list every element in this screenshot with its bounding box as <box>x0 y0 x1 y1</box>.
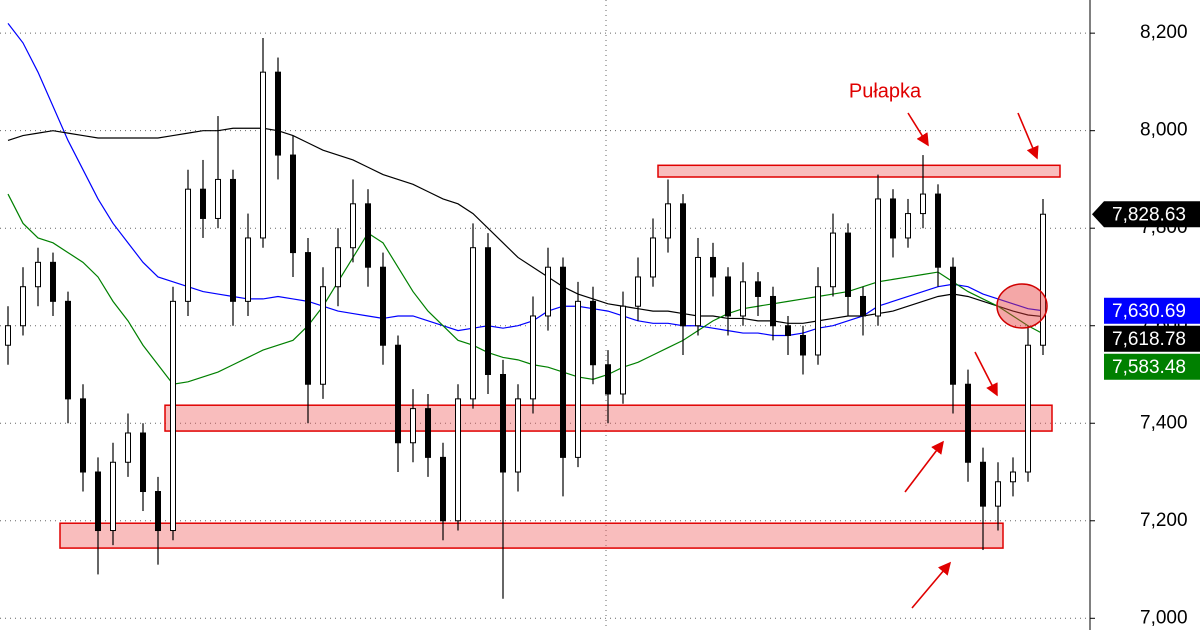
candle-body <box>155 491 161 532</box>
candle-body <box>95 471 101 532</box>
candle-body <box>740 281 746 317</box>
candle-body <box>575 300 581 458</box>
value-box <box>1092 201 1200 228</box>
candle-body <box>365 203 371 268</box>
candle-body <box>230 178 236 302</box>
zone <box>657 164 1061 178</box>
y-tick-label: 7,000 <box>1140 607 1188 628</box>
candle-body <box>590 300 596 366</box>
candle-body <box>260 71 266 239</box>
candle-body <box>860 295 866 317</box>
candle-body <box>665 203 671 239</box>
candle-body <box>950 266 956 385</box>
candle-body <box>380 266 386 346</box>
value-box <box>1104 353 1200 380</box>
candle-body <box>770 295 776 327</box>
candle-body <box>245 237 251 302</box>
arrow <box>907 112 929 147</box>
candle-body <box>710 256 716 278</box>
candle-body <box>890 198 896 239</box>
candle-body <box>185 188 191 302</box>
y-tick-label: 8,200 <box>1140 22 1188 43</box>
candle-body <box>305 252 311 385</box>
candle-body <box>320 286 326 385</box>
candle-body <box>65 300 71 400</box>
candle-body <box>455 398 461 522</box>
arrow <box>974 351 998 397</box>
moving-average <box>7 127 1044 324</box>
candle-body <box>815 286 821 356</box>
candle-body <box>140 432 146 493</box>
candle-body <box>215 178 221 219</box>
candle-body <box>395 344 401 444</box>
y-tick-label: 7,400 <box>1140 412 1188 433</box>
candle-body <box>695 256 701 327</box>
candle-body <box>980 461 986 507</box>
candle-body <box>680 203 686 327</box>
candle-body <box>50 261 56 302</box>
candle-body <box>755 281 761 297</box>
candle-body <box>635 276 641 307</box>
candle-body <box>905 213 911 239</box>
moving-average <box>7 193 1044 385</box>
value-box <box>1104 325 1200 352</box>
candle-body <box>1025 344 1031 473</box>
candle-body <box>170 300 176 532</box>
candle-body <box>35 261 41 288</box>
candle-body <box>410 408 416 444</box>
annotation: Pułapka <box>849 80 922 102</box>
value-label: 7,630.69 <box>1112 301 1186 322</box>
candle-body <box>560 266 566 458</box>
candle-body <box>1010 471 1016 483</box>
candle-body <box>440 456 446 522</box>
candle-body <box>995 481 1001 507</box>
candle-body <box>935 193 941 268</box>
candle-body <box>335 247 341 288</box>
arrows <box>904 112 1039 609</box>
candle-body <box>920 193 926 215</box>
value-label: 7,583.48 <box>1112 357 1186 378</box>
candle-body <box>650 237 656 278</box>
value-label: 7,828.63 <box>1112 204 1186 225</box>
candle-body <box>485 247 491 375</box>
arrow <box>1017 112 1039 160</box>
candle-body <box>275 71 281 156</box>
candle-body <box>110 461 116 532</box>
zone <box>59 522 1004 549</box>
candle-body <box>800 334 806 356</box>
candle-body <box>350 203 356 249</box>
candle-body <box>530 315 536 400</box>
candle-body <box>500 373 506 473</box>
candle-body <box>425 408 431 458</box>
candle-body <box>620 305 626 395</box>
candle-body <box>80 398 86 473</box>
candle-body <box>5 325 11 346</box>
value-box <box>1104 297 1200 324</box>
arrow <box>911 561 952 609</box>
candle-body <box>725 276 731 317</box>
moving-average <box>7 23 1044 337</box>
candle-body <box>830 232 836 288</box>
arrow <box>904 440 944 493</box>
candle-body <box>515 398 521 473</box>
candle-body <box>1040 213 1046 346</box>
y-tick-label: 8,000 <box>1140 120 1188 141</box>
candle-body <box>785 325 791 336</box>
candle-body <box>290 154 296 254</box>
y-tick-label: 7,200 <box>1140 510 1188 531</box>
value-label: 7,618.78 <box>1112 329 1186 350</box>
candle-body <box>545 266 551 317</box>
highlight-circle <box>996 283 1048 329</box>
candle-body <box>200 188 206 219</box>
candle-body <box>470 247 476 400</box>
candle-body <box>20 286 26 327</box>
candle-body <box>605 364 611 395</box>
candle-body <box>965 383 971 463</box>
candle-body <box>875 198 881 317</box>
candle-body <box>845 232 851 297</box>
candle-body <box>125 432 131 463</box>
